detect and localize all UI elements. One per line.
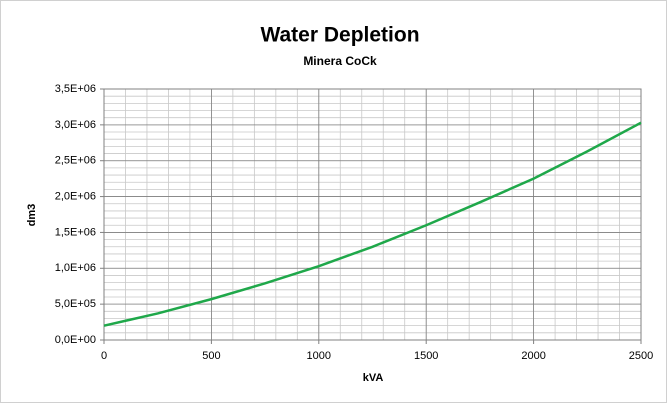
plot-area: [104, 89, 641, 340]
y-tick-label: 1,5E+06: [55, 226, 96, 238]
y-tick-label: 5,0E+05: [55, 298, 96, 310]
chart-title: Water Depletion: [260, 24, 419, 47]
y-tick-label: 2,0E+06: [55, 190, 96, 202]
x-tick-label: 0: [101, 350, 107, 362]
y-tick-label: 3,0E+06: [55, 119, 96, 131]
y-tick-label: 2,5E+06: [55, 155, 96, 167]
y-tick-label: 1,0E+06: [55, 262, 96, 274]
line: [103, 121, 642, 327]
y-tick-label: 3,5E+06: [55, 83, 96, 95]
chart-subtitle: Minera CoCk: [303, 54, 377, 68]
plot-border: [103, 88, 642, 341]
x-tick-label: 1500: [414, 350, 438, 362]
x-tick-label: 500: [202, 350, 220, 362]
x-tick-label: 2500: [629, 350, 653, 362]
y-tick-label: 0,0E+00: [55, 334, 96, 346]
x-tick-label: 1000: [307, 350, 331, 362]
x-axis-label: kVA: [363, 372, 384, 384]
y-axis-label: dm3: [26, 204, 38, 227]
x-tick-label: 2000: [521, 350, 545, 362]
